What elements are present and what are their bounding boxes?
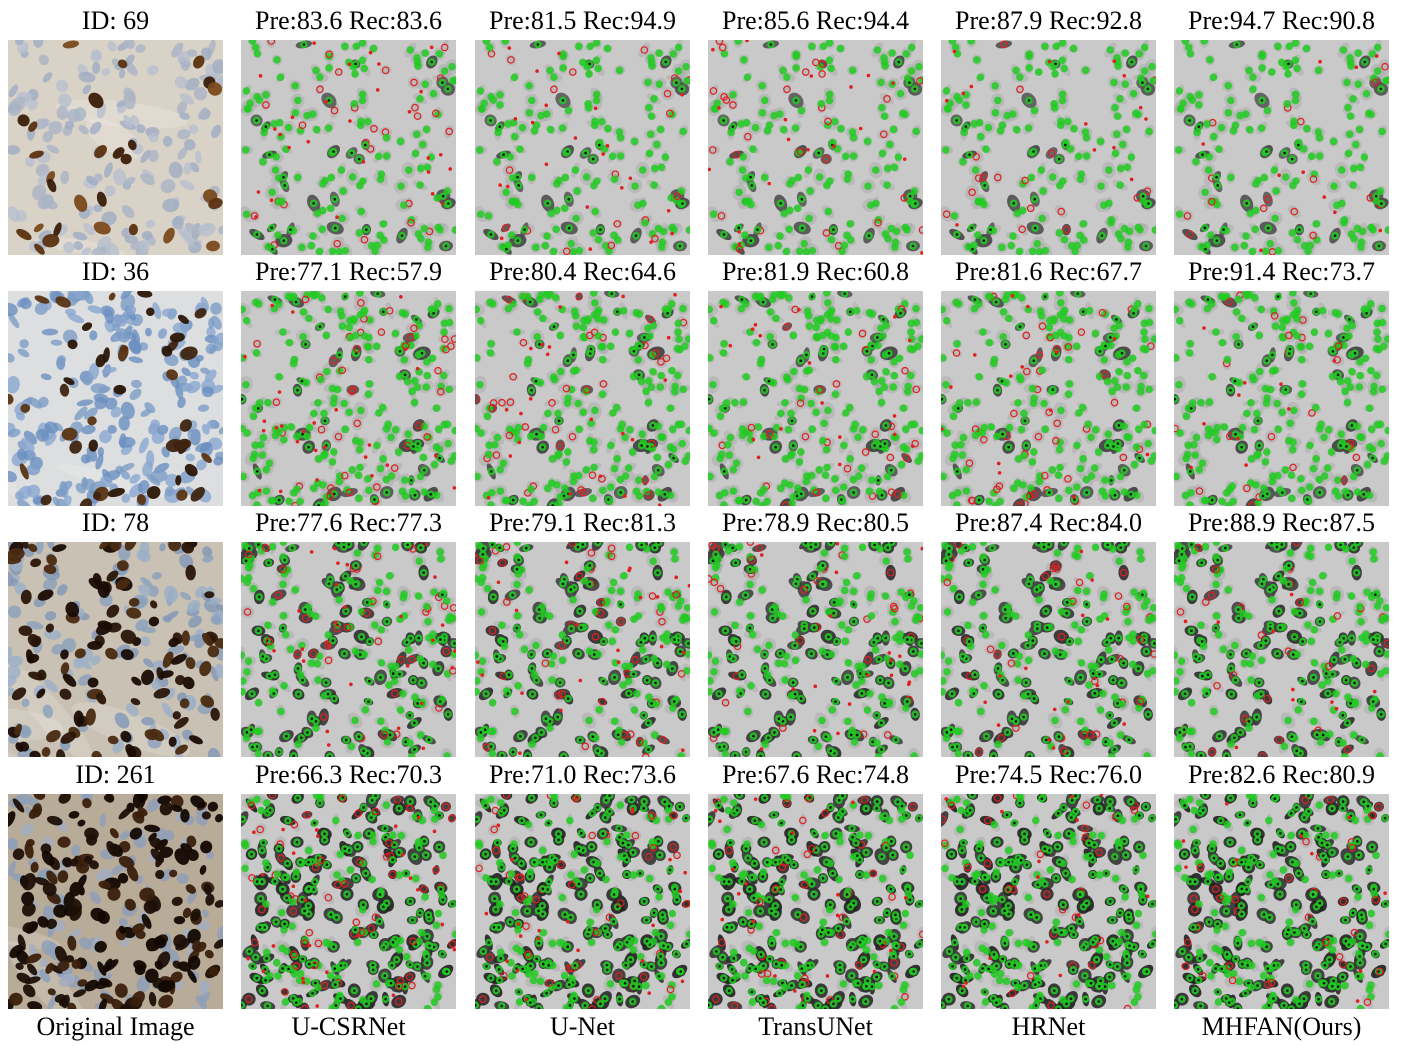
prediction-overlay-panel [475,542,690,757]
column-label: U-Net [550,1012,615,1041]
column-label: Original Image [36,1012,195,1041]
original-image-panel [8,542,223,757]
prediction-overlay-panel [241,794,456,1009]
metric-label: Pre:66.3 Rec:70.3 [254,760,443,789]
column-label: U-CSRNet [291,1012,406,1041]
prediction-overlay-panel [708,794,923,1009]
prediction-overlay-panel [241,40,456,255]
prediction-overlay-panel [475,40,690,255]
metric-label: Pre:67.6 Rec:74.8 [721,760,910,789]
metric-label: Pre:79.1 Rec:81.3 [488,508,677,537]
metric-label: Pre:74.5 Rec:76.0 [954,760,1143,789]
original-image-panel [8,40,223,255]
metric-label: Pre:91.4 Rec:73.7 [1187,257,1376,286]
column-label: TransUNet [758,1012,873,1041]
prediction-overlay-panel [941,291,1156,506]
prediction-overlay-panel [941,40,1156,255]
metric-label: Pre:85.6 Rec:94.4 [721,6,910,35]
metric-label: Pre:77.6 Rec:77.3 [254,508,443,537]
row-id-label: ID: 261 [75,760,156,789]
original-image-panel [8,291,223,506]
metric-label: Pre:87.9 Rec:92.8 [954,6,1143,35]
metric-label: Pre:83.6 Rec:83.6 [254,6,443,35]
prediction-overlay-panel [475,794,690,1009]
metric-label: Pre:82.6 Rec:80.9 [1187,760,1376,789]
column-label: MHFAN(Ours) [1201,1012,1362,1041]
prediction-overlay-panel [1174,291,1389,506]
metric-label: Pre:87.4 Rec:84.0 [954,508,1143,537]
metric-label: Pre:94.7 Rec:90.8 [1187,6,1376,35]
metric-label: Pre:81.6 Rec:67.7 [954,257,1143,286]
prediction-overlay-panel [241,291,456,506]
row-id-label: ID: 36 [81,257,150,286]
metric-label: Pre:81.9 Rec:60.8 [721,257,910,286]
row-id-label: ID: 78 [81,508,150,537]
metric-label: Pre:78.9 Rec:80.5 [721,508,910,537]
column-label: HRNet [1011,1012,1086,1041]
metric-label: Pre:77.1 Rec:57.9 [254,257,443,286]
metric-label: Pre:88.9 Rec:87.5 [1187,508,1376,537]
prediction-overlay-panel [708,542,923,757]
metric-label: Pre:71.0 Rec:73.6 [488,760,677,789]
prediction-overlay-panel [1174,40,1389,255]
original-image-panel [8,794,223,1009]
metric-label: Pre:80.4 Rec:64.6 [488,257,677,286]
prediction-overlay-panel [941,794,1156,1009]
prediction-overlay-panel [1174,542,1389,757]
prediction-overlay-panel [1174,794,1389,1009]
prediction-overlay-panel [708,40,923,255]
prediction-overlay-panel [241,542,456,757]
row-id-label: ID: 69 [81,6,150,35]
metric-label: Pre:81.5 Rec:94.9 [488,6,677,35]
prediction-overlay-panel [941,542,1156,757]
prediction-overlay-panel [708,291,923,506]
prediction-overlay-panel [475,291,690,506]
